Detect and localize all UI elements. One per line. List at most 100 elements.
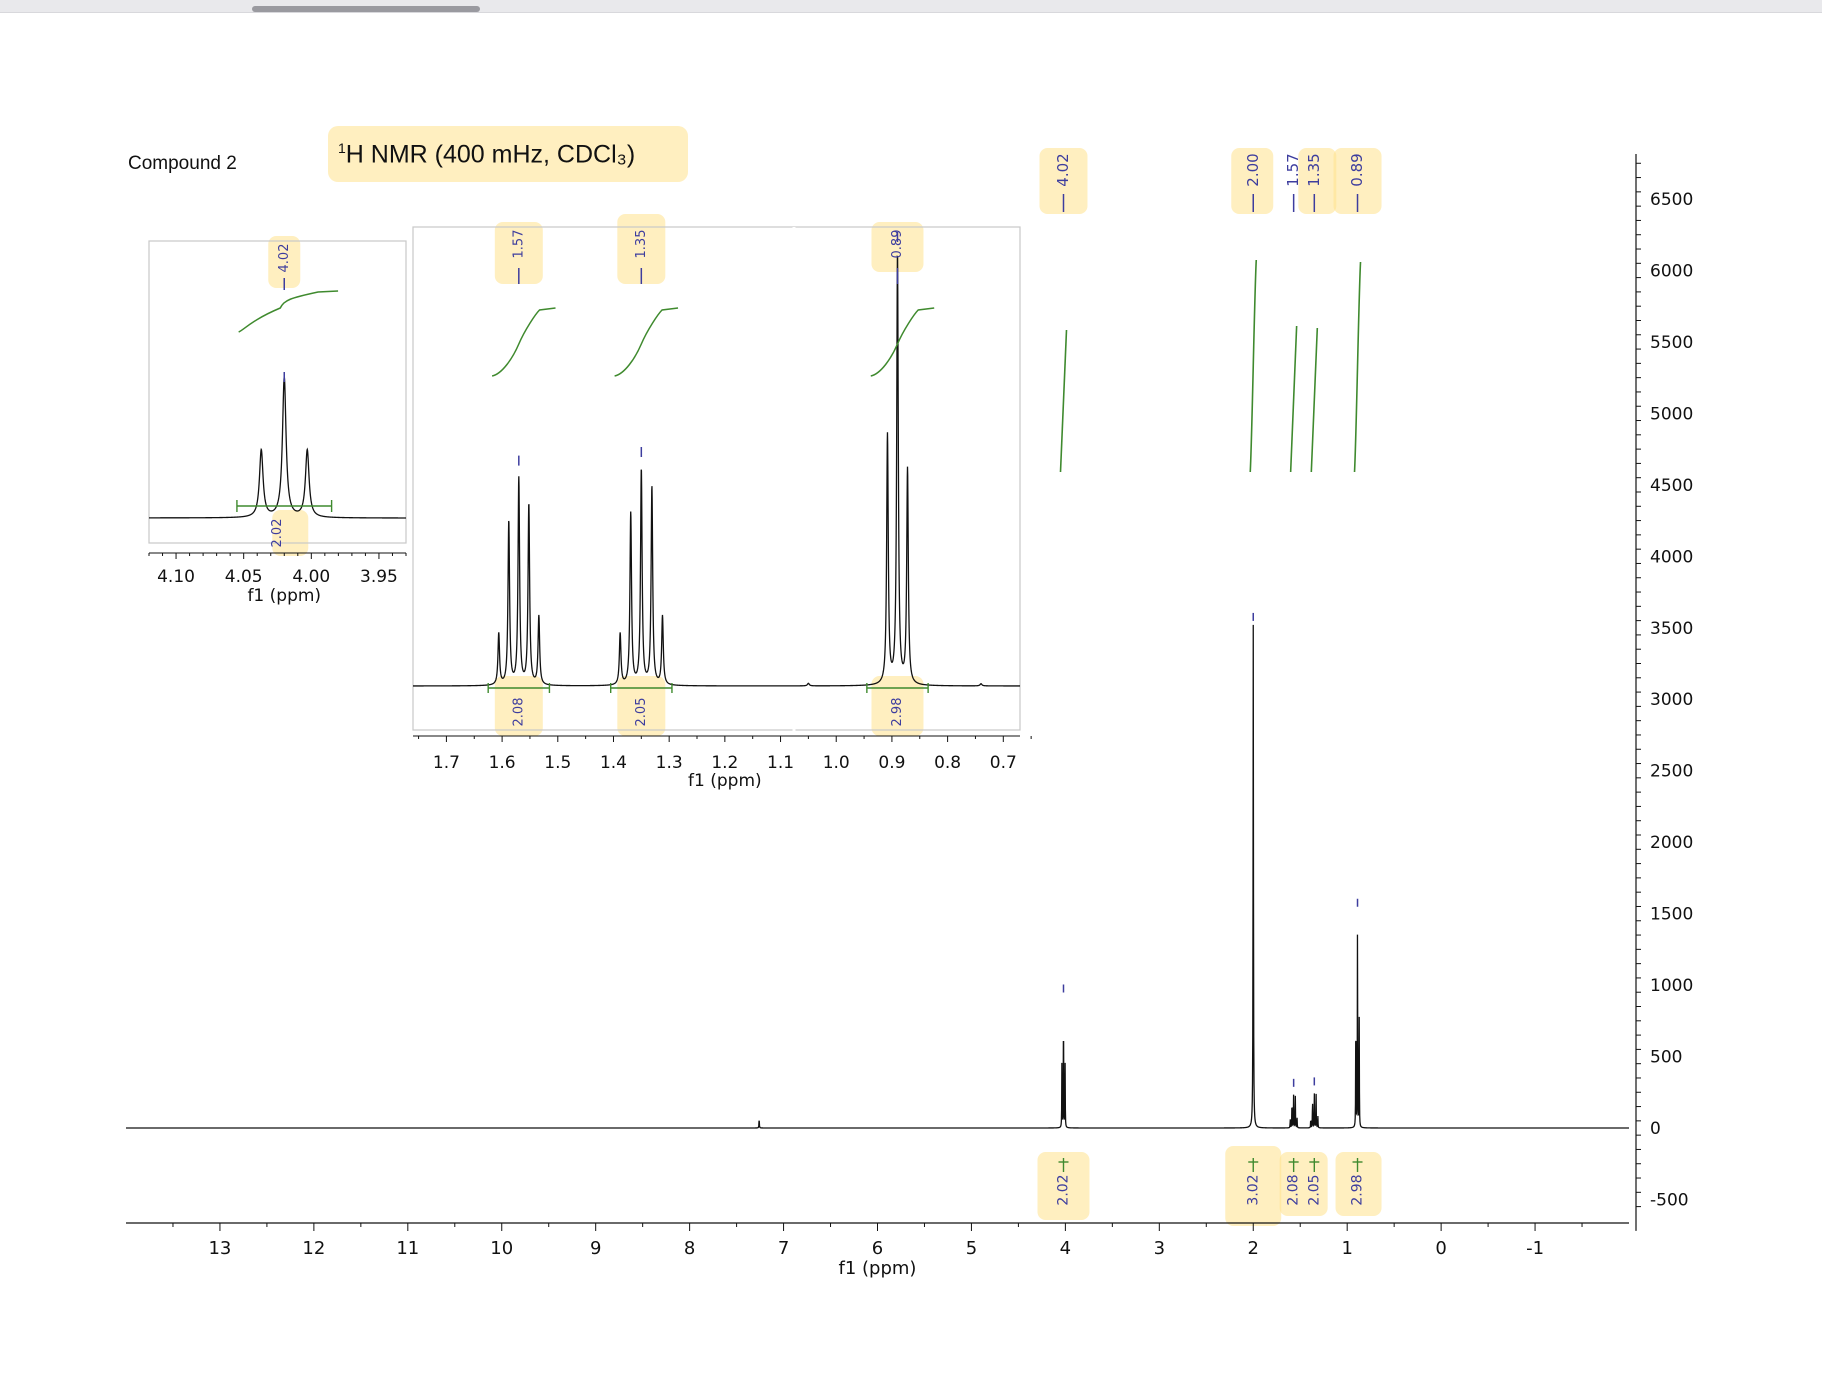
integral-label: 2.05 xyxy=(634,698,649,727)
x-tick-label: 1.7 xyxy=(433,753,460,773)
x-tick-label: 1.4 xyxy=(600,753,627,773)
y-tick-label: 5500 xyxy=(1650,333,1693,353)
x-tick-label: 4.00 xyxy=(292,567,330,587)
y-tick-label: 2500 xyxy=(1650,762,1693,782)
integral-label: 2.02 xyxy=(1055,1174,1071,1205)
x-tick-label: 10 xyxy=(490,1238,513,1259)
y-tick-label: 1500 xyxy=(1650,905,1693,925)
x-tick-label: 1.1 xyxy=(767,753,794,773)
main-spectrum: 6500600055005000450040003500300025002000… xyxy=(126,153,1693,1279)
peak-label: 4.02 xyxy=(1054,153,1072,186)
x-tick-label: 13 xyxy=(208,1238,231,1259)
spectrum-trace xyxy=(126,624,1629,1129)
x-tick-label: 4.05 xyxy=(225,567,263,587)
x-axis-label: f1 (ppm) xyxy=(839,1258,917,1279)
x-tick-label: 7 xyxy=(778,1238,789,1259)
inset-spectrum-1ppm: 2.08 2.05 2.98 1.57 1.35 0.89 1.7 1.6 1.5 1.4 1.3 1… xyxy=(412,226,1032,791)
y-tick-label: -500 xyxy=(1650,1190,1689,1210)
horizontal-scrollbar-thumb[interactable] xyxy=(252,6,480,12)
y-tick-label: 3000 xyxy=(1650,690,1693,710)
highlight-peak-label xyxy=(1039,148,1088,214)
window-top-bar xyxy=(0,0,1822,13)
peak-label: 1.57 xyxy=(511,230,526,259)
peak-label: 1.35 xyxy=(634,230,649,259)
integral-label: 3.02 xyxy=(1245,1174,1261,1205)
inset-spectrum-4ppm: 4.02 2.02 4.10 4.05 4.00 3.95 f1 (ppm) xyxy=(148,240,407,606)
integral-curve xyxy=(614,307,679,377)
integral-label: 2.08 xyxy=(1286,1174,1302,1205)
nmr-method-title: 1H NMR (400 mHz, CDCl₃) xyxy=(338,140,635,169)
y-tick-label: 0 xyxy=(1650,1119,1661,1139)
highlight-peak-label xyxy=(1333,148,1382,214)
highlight-integral xyxy=(1279,1152,1328,1216)
x-axis-label: f1 (ppm) xyxy=(688,771,762,791)
integral-curve xyxy=(1289,325,1298,473)
x-tick-label: 1.5 xyxy=(544,753,571,773)
integral-label: 2.05 xyxy=(1306,1174,1322,1205)
integral-curve xyxy=(1353,261,1362,473)
inset-frame xyxy=(148,240,407,544)
highlight-title xyxy=(328,126,688,182)
x-tick-label: 0.9 xyxy=(878,753,905,773)
y-tick-label: 4500 xyxy=(1650,476,1693,496)
x-tick-label: 11 xyxy=(396,1238,419,1259)
x-axis-label: f1 (ppm) xyxy=(247,586,321,606)
x-tick-label: 1.0 xyxy=(823,753,850,773)
x-tick-label: 1.6 xyxy=(489,753,516,773)
x-tick-label: 4.10 xyxy=(157,567,195,587)
y-tick-label: 6000 xyxy=(1650,261,1693,281)
x-tick-label: 3 xyxy=(1154,1238,1165,1259)
y-tick-label: 1000 xyxy=(1650,976,1693,996)
integral-curve xyxy=(870,307,935,377)
isotope-superscript: 1 xyxy=(338,140,346,156)
peak-label: 4.02 xyxy=(277,244,292,273)
y-tick-label: 500 xyxy=(1650,1048,1682,1068)
nmr-method-text: H NMR (400 mHz, CDCl₃) xyxy=(345,140,636,169)
peak-label: 2.00 xyxy=(1244,153,1262,186)
x-tick-label: 5 xyxy=(966,1238,977,1259)
x-tick-label: 0.8 xyxy=(934,753,961,773)
peak-label: 1.35 xyxy=(1305,153,1323,186)
highlight-integral xyxy=(617,676,666,736)
x-tick-label: 2 xyxy=(1248,1238,1259,1259)
highlight-integral xyxy=(1335,1152,1382,1216)
x-tick-label: 3.95 xyxy=(360,567,398,587)
y-tick-label: 2000 xyxy=(1650,833,1693,853)
integral-curve xyxy=(491,307,556,377)
highlight-peak-label xyxy=(617,214,666,284)
peak-label: 0.89 xyxy=(890,230,905,259)
highlight-integral xyxy=(1037,1152,1090,1220)
peak-label: 1.57 xyxy=(1284,153,1302,186)
x-tick-label: 1.2 xyxy=(711,753,738,773)
highlight-peak-label xyxy=(268,236,301,288)
integral-curve xyxy=(238,290,339,333)
integral-curve xyxy=(1249,259,1258,473)
inset-trace xyxy=(413,255,1020,687)
integral-label: 2.08 xyxy=(511,698,526,727)
highlight-peak-label xyxy=(494,222,543,284)
y-tick-label: 6500 xyxy=(1650,190,1693,210)
x-tick-label: 1 xyxy=(1341,1238,1352,1259)
highlight-layer xyxy=(268,148,1382,1226)
x-tick-label: 4 xyxy=(1060,1238,1071,1259)
x-tick-label: -1 xyxy=(1526,1238,1544,1259)
integral-label: 2.98 xyxy=(890,698,905,727)
peak-label: 0.89 xyxy=(1348,153,1366,186)
inset-frame xyxy=(412,226,1021,731)
compound-label: Compound 2 xyxy=(128,153,237,174)
highlight-peak-label xyxy=(871,222,924,272)
x-tick-label: 0.7 xyxy=(990,753,1017,773)
y-tick-label: 5000 xyxy=(1650,404,1693,424)
integral-label: 2.02 xyxy=(270,519,285,548)
x-tick-label: 0 xyxy=(1435,1238,1446,1259)
x-tick-label: 9 xyxy=(590,1238,601,1259)
x-tick-label: 6 xyxy=(872,1238,883,1259)
highlight-integral xyxy=(1225,1146,1282,1226)
y-tick-label: 4000 xyxy=(1650,547,1693,567)
highlight-integral xyxy=(494,676,543,736)
highlight-peak-label xyxy=(1298,148,1337,214)
highlight-integral xyxy=(272,510,309,556)
integral-curve xyxy=(1059,329,1068,473)
integral-curve xyxy=(1310,327,1319,473)
inset-trace xyxy=(149,375,406,519)
